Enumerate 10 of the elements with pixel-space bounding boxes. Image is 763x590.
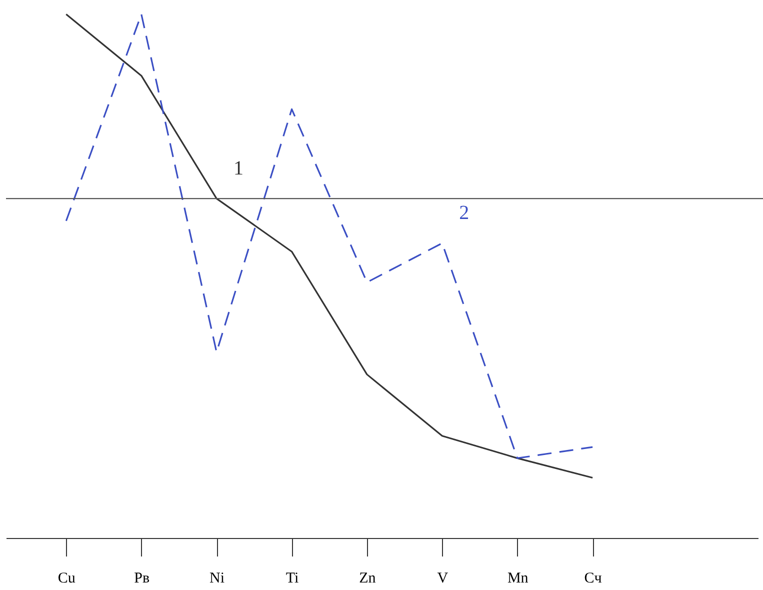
x-tick-label: Ti <box>286 570 299 586</box>
series-label: 2 <box>459 202 470 224</box>
x-tick-label: Cu <box>58 570 76 586</box>
x-tick-label: Cч <box>584 570 602 586</box>
x-tick-label: Zn <box>359 570 376 586</box>
x-tick-label: Ni <box>210 570 225 586</box>
x-tick-label: Pв <box>134 570 150 586</box>
x-tick-label: V <box>437 570 448 586</box>
series-label: 1 <box>234 158 244 180</box>
x-tick-label: Mn <box>507 570 529 586</box>
